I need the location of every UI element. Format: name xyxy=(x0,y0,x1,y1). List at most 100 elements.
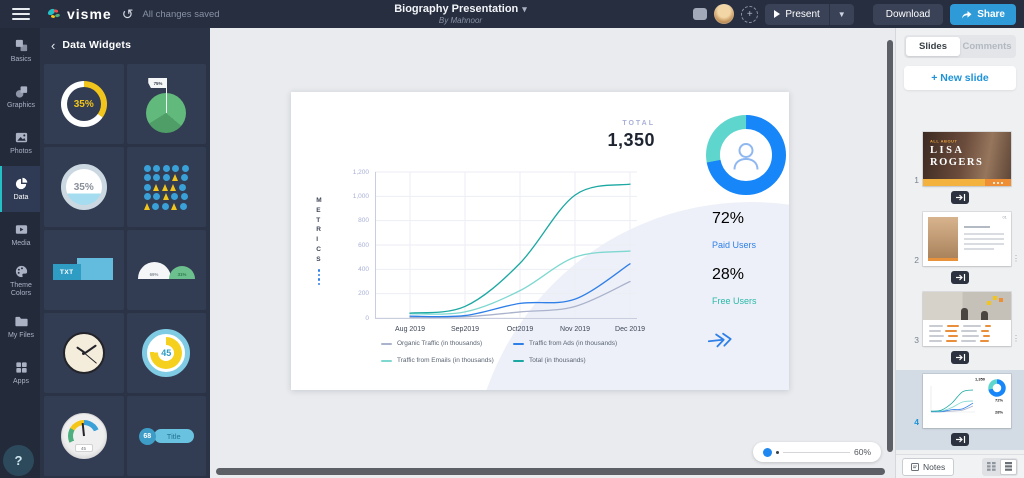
transition-icon[interactable] xyxy=(951,271,969,284)
grid-view-button[interactable] xyxy=(983,459,1000,475)
plot-area xyxy=(375,171,637,319)
thumbnail-view-toggle xyxy=(982,457,1018,476)
document-title-block[interactable]: Biography Presentation ▾ By Mahnoor xyxy=(378,3,543,25)
axis-drag-dots xyxy=(317,269,321,286)
present-options-chevron-icon[interactable]: ▼ xyxy=(837,9,846,19)
visme-logo[interactable]: visme xyxy=(46,6,112,22)
slide-menu-icon[interactable]: ⋮ xyxy=(1012,333,1020,343)
widget-clock[interactable] xyxy=(44,313,124,393)
notes-button[interactable]: Notes xyxy=(902,457,955,476)
list-view-button[interactable] xyxy=(1000,458,1017,475)
slide-thumbnail-3[interactable] xyxy=(923,292,1011,346)
widget-speedometer[interactable]: 45 xyxy=(44,396,124,476)
share-button[interactable]: Share xyxy=(950,3,1016,25)
photo-icon xyxy=(15,132,27,143)
zoom-default-notch xyxy=(776,450,779,454)
widgets-grid: 35% 75% 35% TXT 69% xyxy=(44,64,206,476)
sidebar-item-data[interactable]: Data xyxy=(0,166,40,212)
sidebar-item-graphics[interactable]: Graphics xyxy=(0,74,40,120)
widget-radial-counter[interactable]: 45 xyxy=(126,313,206,393)
users-donut-chart[interactable] xyxy=(705,114,787,196)
liquid-circle-graphic: 35% xyxy=(60,164,107,210)
play-icon xyxy=(774,10,781,18)
selected-slide-highlight: 4 1,350 72% 28% xyxy=(896,370,1024,450)
top-bar: visme ↺ All changes saved Biography Pres… xyxy=(0,0,1024,28)
slide-menu-icon[interactable]: ⋮ xyxy=(1012,253,1020,263)
transition-icon[interactable] xyxy=(951,351,969,364)
total-value: 1,350 xyxy=(607,130,655,150)
data-widgets-panel: ‹ Data Widgets 35% 75% 35% TXT xyxy=(40,28,210,478)
zoom-slider-track[interactable] xyxy=(783,451,850,453)
new-slide-button[interactable]: + New slide xyxy=(904,66,1016,90)
transition-icon[interactable] xyxy=(951,433,969,446)
slide-number: 4 xyxy=(914,417,919,427)
slide-row-3: 3 ⋮ xyxy=(909,292,1020,346)
present-button[interactable]: Present ▼ xyxy=(765,3,854,25)
undo-icon[interactable]: ↺ xyxy=(121,6,134,22)
download-button[interactable]: Download xyxy=(872,3,944,25)
slide-row-2: 2 01 ⋮ xyxy=(909,212,1020,266)
panel-footer: Notes xyxy=(896,454,1024,478)
hamburger-menu-icon[interactable] xyxy=(12,8,30,20)
legend-marker xyxy=(513,359,524,362)
tab-slides[interactable]: Slides xyxy=(906,37,960,56)
slide-thumbnail-2[interactable]: 01 xyxy=(923,212,1011,266)
invite-collaborator-icon[interactable]: + xyxy=(741,5,759,23)
panel-header[interactable]: ‹ Data Widgets xyxy=(40,28,210,62)
radial-counter-graphic: 45 xyxy=(142,329,191,377)
widget-pictogram[interactable] xyxy=(126,147,206,227)
sidebar-item-basics[interactable]: Basics xyxy=(0,28,40,74)
user-avatar[interactable] xyxy=(714,4,735,24)
slides-panel: Slides Comments + New slide 1 ALL ABOUT … xyxy=(895,28,1024,478)
slide-number: 1 xyxy=(914,175,919,185)
tab-comments[interactable]: Comments xyxy=(962,41,1012,52)
back-chevron-icon[interactable]: ‹ xyxy=(51,37,56,53)
widget-liquid-circle[interactable]: 35% xyxy=(44,147,124,227)
comments-icon[interactable] xyxy=(693,8,708,20)
number-title-graphic: 68 Title xyxy=(138,427,194,445)
help-button[interactable]: ? xyxy=(3,445,34,476)
total-stat: TOTAL 1,350 xyxy=(607,120,655,151)
text-boxes-graphic: TXT xyxy=(52,255,115,285)
title-chevron-down-icon[interactable]: ▾ xyxy=(522,4,527,14)
zoom-level: 60% xyxy=(853,447,871,457)
sidebar-item-theme-colors[interactable]: Theme Colors xyxy=(0,258,40,304)
widget-donut-progress[interactable]: 35% xyxy=(44,64,124,144)
person-icon xyxy=(733,143,759,170)
next-arrow-icon xyxy=(706,329,736,357)
transition-icon[interactable] xyxy=(951,191,969,204)
sidebar-item-photos[interactable]: Photos xyxy=(0,120,40,166)
palette-icon xyxy=(15,265,27,278)
clock-graphic xyxy=(62,332,105,374)
canvas-vertical-scrollbar[interactable] xyxy=(887,40,893,452)
widget-pie-flag[interactable]: 75% xyxy=(126,64,206,144)
sidebar-item-media[interactable]: Media xyxy=(0,212,40,258)
slide-thumbnail-1[interactable]: ALL ABOUT LISA ROGERS xyxy=(923,132,1011,186)
visme-leaf-icon xyxy=(47,8,60,18)
widget-half-gauges[interactable]: 69% 31% xyxy=(126,230,206,310)
canvas-horizontal-scrollbar[interactable] xyxy=(216,468,885,475)
panel-tabs: Slides Comments xyxy=(904,35,1016,58)
sidebar-item-my-files[interactable]: My Files xyxy=(0,304,40,350)
line-chart[interactable]: 0 200 400 600 800 1,000 1,200 Aug 2019 Sep2019 O… xyxy=(331,166,671,376)
widget-number-title[interactable]: 68 Title xyxy=(126,396,206,476)
legend-item-ads: Traffic from Ads (in thousands) xyxy=(513,340,617,347)
slide-thumbnail-4[interactable]: 1,350 72% 28% xyxy=(923,374,1011,428)
zoom-control: 60% xyxy=(753,442,881,462)
sidebar-item-apps[interactable]: Apps xyxy=(0,350,40,396)
half-gauges-graphic: 69% 31% xyxy=(137,261,195,279)
legend-marker xyxy=(381,342,392,345)
folder-icon xyxy=(14,316,28,327)
widget-text-boxes[interactable]: TXT xyxy=(44,230,124,310)
donut-progress-graphic: 35% xyxy=(60,81,107,127)
pie-chart-icon xyxy=(15,177,27,190)
slide-row-4: 4 1,350 72% 28% xyxy=(909,374,1011,428)
shapes-icon xyxy=(15,86,27,98)
zoom-slider-handle[interactable] xyxy=(763,447,772,457)
legend-marker xyxy=(513,342,524,345)
left-sidebar: Basics Graphics Photos Data Media Theme … xyxy=(0,28,40,478)
free-users-label: Free Users xyxy=(712,296,757,306)
